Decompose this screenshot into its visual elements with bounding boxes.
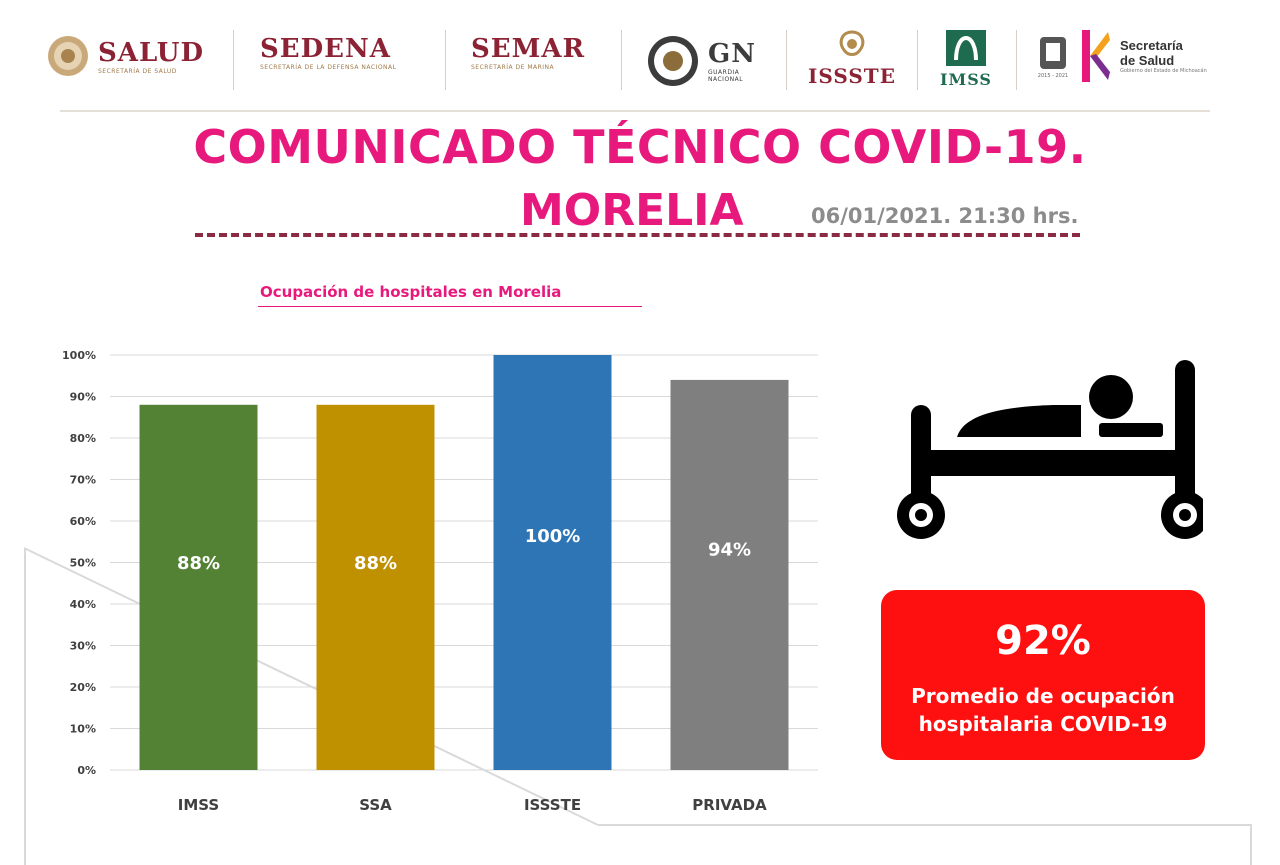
mexico-seal-icon — [48, 36, 88, 76]
gn-title: GN — [708, 39, 756, 69]
michoacan-title-line1: Secretaría — [1120, 38, 1183, 53]
bar-chart: 0% 10% 20% 30% 40% 50% 60% 70% 80% 90% 100% 88% 88%… — [62, 349, 818, 814]
logo-divider — [621, 30, 622, 90]
michoacan-salud-logo: 2015 - 2021 Secretaría de Salud Gobierno… — [1036, 28, 1207, 84]
gn-logo: GN GUARDIA NACIONAL — [646, 34, 756, 88]
page-subtitle-city: MORELIA — [520, 185, 744, 236]
title-dashed-divider — [195, 233, 1080, 237]
y-tick-label: 40% — [70, 598, 96, 611]
salud-title: SALUD — [98, 37, 205, 68]
michoacan-years: 2015 - 2021 — [1037, 73, 1069, 79]
hospital-bed-icon — [897, 360, 1203, 539]
michoacan-subtitle: Gobierno del Estado de Michoacán — [1120, 68, 1207, 74]
y-tick-label: 80% — [70, 432, 96, 445]
logo-divider — [445, 30, 446, 90]
issste-logo: ISSSTE — [808, 28, 896, 88]
y-tick-label: 100% — [62, 349, 96, 362]
x-tick-label: PRIVADA — [692, 796, 767, 814]
bar-ssa — [316, 404, 435, 770]
salud-subtitle: SECRETARÍA DE SALUD — [98, 67, 177, 75]
gn-subtitle-2: NACIONAL — [708, 76, 744, 83]
data-label: 100% — [525, 526, 581, 547]
x-tick-label: IMSS — [178, 796, 219, 814]
michoacan-coat-of-arms-icon — [1040, 37, 1066, 69]
logo-divider — [917, 30, 918, 90]
bar-imss — [139, 404, 258, 770]
y-tick-label: 20% — [70, 681, 96, 694]
y-tick-label: 90% — [70, 391, 96, 404]
bar-issste — [493, 355, 612, 770]
logo-divider — [786, 30, 787, 90]
gn-subtitle-1: GUARDIA — [708, 69, 740, 76]
x-tick-label: ISSSTE — [524, 796, 581, 814]
semar-logo: SEMAR SECRETARÍA DE MARINA — [471, 34, 585, 71]
y-tick-label: 50% — [70, 557, 96, 570]
frame-left-line — [24, 548, 26, 865]
sedena-logo: SEDENA SECRETARÍA DE LA DEFENSA NACIONAL — [260, 34, 397, 71]
logo-divider — [1016, 30, 1017, 90]
sedena-subtitle: SECRETARÍA DE LA DEFENSA NACIONAL — [260, 64, 397, 71]
y-tick-label: 60% — [70, 515, 96, 528]
sedena-title: SEDENA — [260, 34, 391, 64]
average-occupancy-label-line1: Promedio de ocupación — [911, 684, 1175, 708]
chart-title-underline — [258, 306, 642, 307]
bar-privada — [670, 379, 789, 770]
y-tick-label: 10% — [70, 723, 96, 736]
y-tick-label: 70% — [70, 474, 96, 487]
report-date: 06/01/2021. 21:30 hrs. — [811, 204, 1079, 228]
guardia-nacional-seal-icon — [648, 36, 698, 86]
header-divider — [60, 110, 1210, 112]
imss-emblem-icon — [945, 30, 986, 66]
frame-right-line — [1250, 825, 1252, 865]
average-occupancy-label-line2: hospitalaria COVID-19 — [918, 712, 1168, 736]
salud-logo: SALUD SECRETARÍA DE SALUD — [46, 34, 204, 78]
data-label: 94% — [708, 539, 751, 560]
page-title: COMUNICADO TÉCNICO COVID-19. — [193, 120, 1087, 174]
data-label: 88% — [354, 553, 397, 574]
average-occupancy-card: 92% Promedio de ocupación hospitalaria C… — [881, 590, 1205, 760]
issste-title: ISSSTE — [808, 64, 896, 88]
logo-divider — [233, 30, 234, 90]
issste-emblem-icon — [839, 30, 865, 56]
x-tick-label: SSA — [359, 796, 392, 814]
michoacan-title-line2: de Salud — [1120, 53, 1175, 68]
chart-title: Ocupación de hospitales en Morelia — [260, 283, 562, 301]
y-tick-label: 0% — [77, 764, 96, 777]
imss-title: IMSS — [940, 70, 992, 89]
logo-bar: SALUD SECRETARÍA DE SALUD SEDENA SECRETA… — [0, 20, 1280, 115]
average-occupancy-value: 92% — [995, 618, 1091, 664]
y-tick-label: 30% — [70, 640, 96, 653]
michoacan-k-mark-icon — [1082, 30, 1110, 82]
imss-logo: IMSS — [940, 28, 992, 89]
semar-title: SEMAR — [471, 34, 586, 64]
semar-subtitle: SECRETARÍA DE MARINA — [471, 64, 555, 71]
data-label: 88% — [177, 553, 220, 574]
